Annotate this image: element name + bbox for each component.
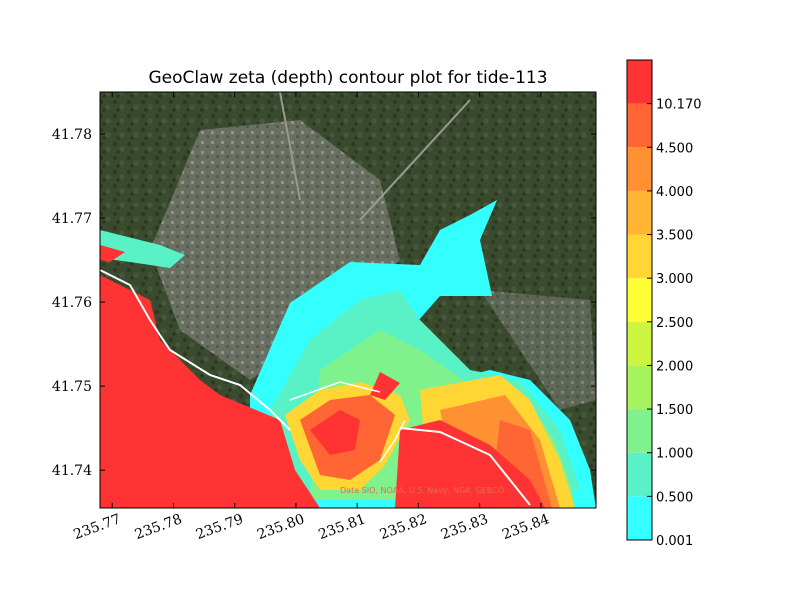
depth-contours	[100, 200, 596, 508]
y-tick-label: 41.78	[52, 127, 92, 143]
x-tick-label: 235.78	[133, 511, 185, 543]
colorbar-segment	[627, 278, 652, 322]
colorbar-label: 1.500	[656, 403, 693, 418]
plot-frame	[99, 91, 597, 509]
colorbar-label: 2.000	[656, 359, 693, 374]
colorbar-segment	[627, 409, 652, 453]
y-tick-label: 41.74	[52, 463, 92, 479]
colorbar-label: 1.000	[656, 447, 693, 462]
colorbar-label: 4.000	[656, 185, 693, 200]
colorbar-label: 0.500	[656, 490, 693, 505]
colorbar-segment	[627, 234, 652, 279]
x-tick-label: 235.79	[194, 511, 246, 543]
colorbar-segment	[627, 365, 652, 410]
x-tick-label: 235.80	[255, 511, 307, 543]
colorbar-label: 2.500	[656, 316, 693, 331]
colorbar-label: 3.500	[656, 229, 693, 244]
chart-title: GeoClaw zeta (depth) contour plot for ti…	[148, 68, 547, 88]
plot-area: Data SIO, NOAA, U.S. Navy, NGA, GEBCO	[100, 92, 596, 508]
y-tick-label: 41.75	[52, 379, 92, 395]
map-attribution: Data SIO, NOAA, U.S. Navy, NGA, GEBCO	[340, 486, 504, 495]
y-axis: 41.74 41.75 41.76 41.77 41.78	[52, 127, 596, 479]
x-tick-label: 235.84	[500, 511, 552, 543]
x-tick-label: 235.77	[71, 511, 123, 543]
x-tick-label: 235.81	[316, 511, 368, 543]
colorbar-segment	[627, 147, 652, 191]
colorbar-segment	[627, 452, 652, 497]
colorbar-frame	[626, 59, 653, 541]
colorbar-label: 0.001	[656, 534, 693, 549]
y-tick-label: 41.76	[52, 295, 92, 311]
colorbar-segment	[627, 103, 652, 148]
y-tick-label: 41.77	[52, 211, 92, 227]
colorbar-segment	[627, 60, 652, 104]
colorbar-segment	[627, 496, 652, 540]
colorbar-segment	[627, 321, 652, 366]
colorbar-label: 4.500	[656, 141, 693, 156]
x-tick-label: 235.82	[378, 511, 430, 543]
colorbar-label: 3.000	[656, 272, 693, 287]
x-tick-label: 235.83	[439, 511, 491, 543]
colorbar: 0.001 0.500 1.000 1.500 2.000 2.500 3.000 3.500…	[626, 59, 702, 549]
colorbar-segment	[627, 190, 652, 235]
colorbar-label: 10.170	[656, 98, 702, 113]
